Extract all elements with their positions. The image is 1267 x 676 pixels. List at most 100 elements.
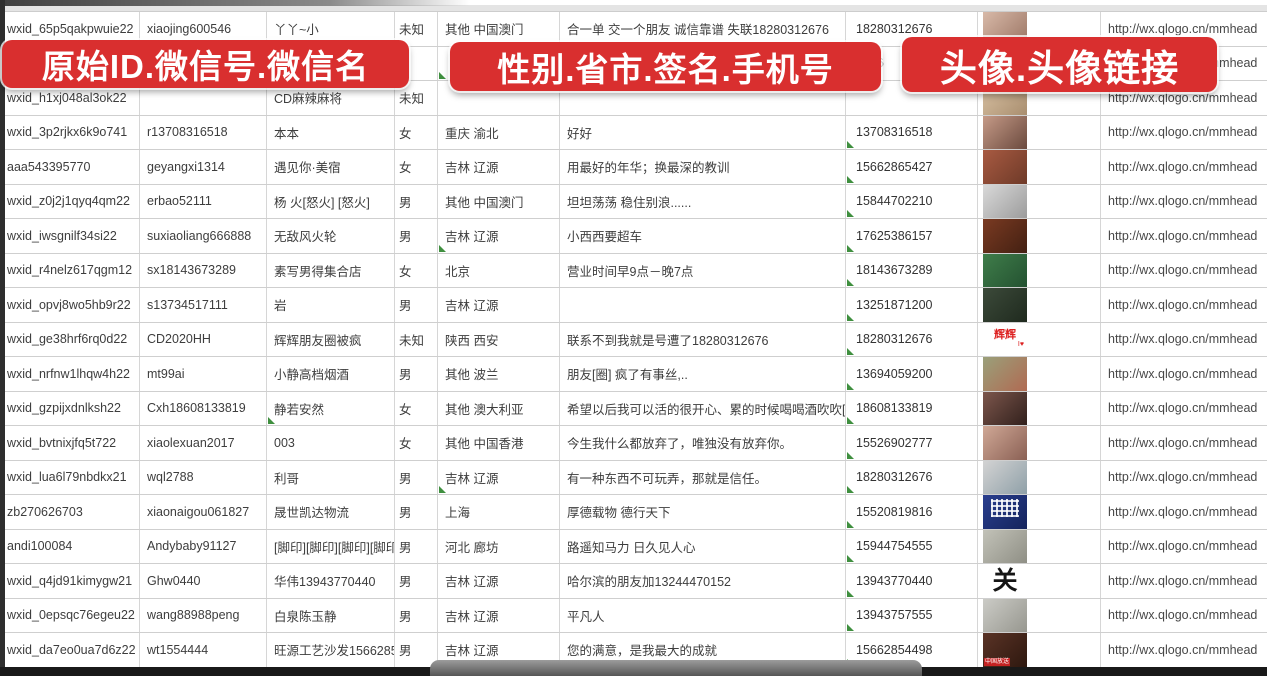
cell-wechat-name[interactable]: 白泉陈玉静 [267,598,395,632]
cell-region[interactable]: 其他 中国澳门 [438,12,560,46]
cell-original-id[interactable]: wxid_h1xj048al3ok22 [0,81,140,115]
cell-wechat-id[interactable]: xiaolexuan2017 [140,426,267,460]
cell-signature[interactable]: 用最好的年华；换最深的教训 [560,150,846,184]
cell-avatar[interactable]: 中国放送 [978,633,1101,667]
cell-avatar[interactable]: 辉辉 I♥ [978,322,1101,356]
cell-avatar-url[interactable]: http://wx.qlogo.cn/mmhead [1108,366,1258,381]
cell-avatar-url[interactable]: http://wx.qlogo.cn/mmhead [1108,435,1258,450]
avatar-image[interactable]: 辉辉 I♥ [983,322,1027,356]
cell-avatar-url[interactable]: http://wx.qlogo.cn/mmhead [1108,470,1258,485]
cell-phone[interactable]: 13943770440 [846,564,978,598]
cell-wechat-name[interactable]: [脚印][脚印][脚印][脚印 [267,529,395,563]
cell-signature[interactable]: 希望以后我可以活的很开心、累的时候喝喝酒吹吹[ [560,391,846,425]
cell-gender[interactable]: 女 [395,253,438,287]
cell-signature[interactable]: 小西西要超车 [560,219,846,253]
avatar-image[interactable]: 关 [983,564,1027,598]
bottom-pill-handle[interactable] [430,660,922,676]
cell-region[interactable]: 其他 波兰 [438,357,560,391]
cell-region[interactable]: 吉林 辽源 [438,598,560,632]
cell-avatar-url[interactable]: http://wx.qlogo.cn/mmhead [1108,539,1258,554]
cell-phone[interactable]: 18143673289 [846,253,978,287]
cell-avatar[interactable] [978,115,1101,149]
avatar-image[interactable] [983,288,1027,322]
cell-original-id[interactable]: wxid_da7eo0ua7d6z22 [0,633,140,667]
avatar-image[interactable] [983,598,1027,632]
cell-gender[interactable]: 男 [395,633,438,667]
cell-region[interactable]: 重庆 渝北 [438,115,560,149]
cell-avatar[interactable] [978,288,1101,322]
cell-gender[interactable]: 男 [395,288,438,322]
cell-avatar-url[interactable]: http://wx.qlogo.cn/mmhead [1108,90,1258,105]
cell-wechat-id[interactable]: Cxh18608133819 [140,391,267,425]
avatar-image[interactable] [983,115,1027,149]
avatar-image[interactable] [983,219,1027,253]
cell-avatar-url[interactable]: http://wx.qlogo.cn/mmhead [1108,504,1258,519]
cell-original-id[interactable]: aaa543395770 [0,150,140,184]
cell-avatar[interactable] [978,253,1101,287]
cell-signature[interactable]: 好好 [560,115,846,149]
cell-region[interactable]: 其他 中国香港 [438,426,560,460]
cell-gender[interactable]: 男 [395,495,438,529]
cell-region[interactable]: 吉林 辽源 [438,219,560,253]
avatar-image[interactable] [983,460,1027,494]
cell-gender[interactable]: 男 [395,357,438,391]
cell-wechat-id[interactable]: wt1554444 [140,633,267,667]
cell-wechat-name[interactable]: 素写男得集合店 [267,253,395,287]
cell-original-id[interactable]: wxid_opvj8wo5hb9r22 [0,288,140,322]
cell-wechat-id[interactable] [140,81,267,115]
cell-wechat-id[interactable]: erbao52111 [140,184,267,218]
cell-region[interactable]: 吉林 辽源 [438,633,560,667]
cell-signature[interactable]: 哈尔滨的朋友加13244470152 [560,564,846,598]
cell-gender[interactable]: 女 [395,426,438,460]
cell-wechat-name[interactable]: 辉辉朋友圈被疯 [267,322,395,356]
avatar-image[interactable] [983,495,1027,529]
cell-phone[interactable]: 17625386157 [846,219,978,253]
cell-original-id[interactable]: wxid_gzpijxdnlksh22 [0,391,140,425]
cell-original-id[interactable]: andi100084 [0,529,140,563]
cell-signature[interactable]: 营业时间早9点－晚7点 [560,253,846,287]
cell-signature[interactable]: 合一单 交一个朋友 诚信靠谱 失联18280312676 [560,12,846,46]
cell-original-id[interactable]: wxid_q4jd91kimygw21 [0,564,140,598]
cell-gender[interactable]: 男 [395,564,438,598]
cell-region[interactable]: 北京 [438,253,560,287]
cell-gender[interactable]: 男 [395,219,438,253]
cell-avatar[interactable] [978,460,1101,494]
cell-signature[interactable]: 坦坦荡荡 稳住别浪...... [560,184,846,218]
avatar-image[interactable] [983,357,1027,391]
cell-avatar-url[interactable]: http://wx.qlogo.cn/mmhead [1108,159,1258,174]
cell-wechat-id[interactable]: wql2788 [140,460,267,494]
cell-wechat-id[interactable]: suxiaoliang666888 [140,219,267,253]
cell-gender[interactable]: 女 [395,150,438,184]
avatar-image[interactable] [983,391,1027,425]
cell-avatar[interactable] [978,426,1101,460]
cell-wechat-name[interactable]: CD麻辣麻将 [267,81,395,115]
cell-wechat-name[interactable]: 杨 火[怒火] [怒火] [267,184,395,218]
cell-wechat-name[interactable]: 晟世凯达物流 [267,495,395,529]
cell-avatar[interactable] [978,495,1101,529]
cell-phone[interactable]: 13943757555 [846,598,978,632]
avatar-image[interactable] [983,253,1027,287]
cell-phone[interactable]: 18280312676 [846,322,978,356]
cell-signature[interactable]: 您的满意，是我最大的成就 [560,633,846,667]
cell-wechat-name[interactable]: 本本 [267,115,395,149]
cell-wechat-name[interactable]: 小静高档烟酒 [267,357,395,391]
cell-original-id[interactable]: wxid_lua6l79nbdkx21 [0,460,140,494]
cell-wechat-id[interactable]: sx18143673289 [140,253,267,287]
cell-original-id[interactable]: wxid_3p2rjkx6k9o741 [0,115,140,149]
cell-avatar-url[interactable]: http://wx.qlogo.cn/mmhead [1108,608,1258,623]
cell-wechat-name[interactable]: 华伟13943770440 [267,564,395,598]
cell-gender[interactable]: 男 [395,529,438,563]
cell-region[interactable]: 吉林 辽源 [438,150,560,184]
cell-wechat-name[interactable]: 利哥 [267,460,395,494]
cell-phone[interactable]: 18280312676 [846,460,978,494]
cell-wechat-id[interactable]: Ghw0440 [140,564,267,598]
cell-gender[interactable]: 女 [395,391,438,425]
cell-gender[interactable]: 未知 [395,322,438,356]
cell-phone[interactable] [846,81,978,115]
cell-original-id[interactable]: wxid_65p5qakpwuie22 [0,12,140,46]
cell-phone[interactable]: 15944754555 [846,529,978,563]
cell-region[interactable]: 吉林 辽源 [438,288,560,322]
cell-signature[interactable]: 厚德载物 德行天下 [560,495,846,529]
cell-wechat-name[interactable]: 无敌风火轮 [267,219,395,253]
cell-avatar-url[interactable]: http://wx.qlogo.cn/mmhead [1108,401,1258,416]
